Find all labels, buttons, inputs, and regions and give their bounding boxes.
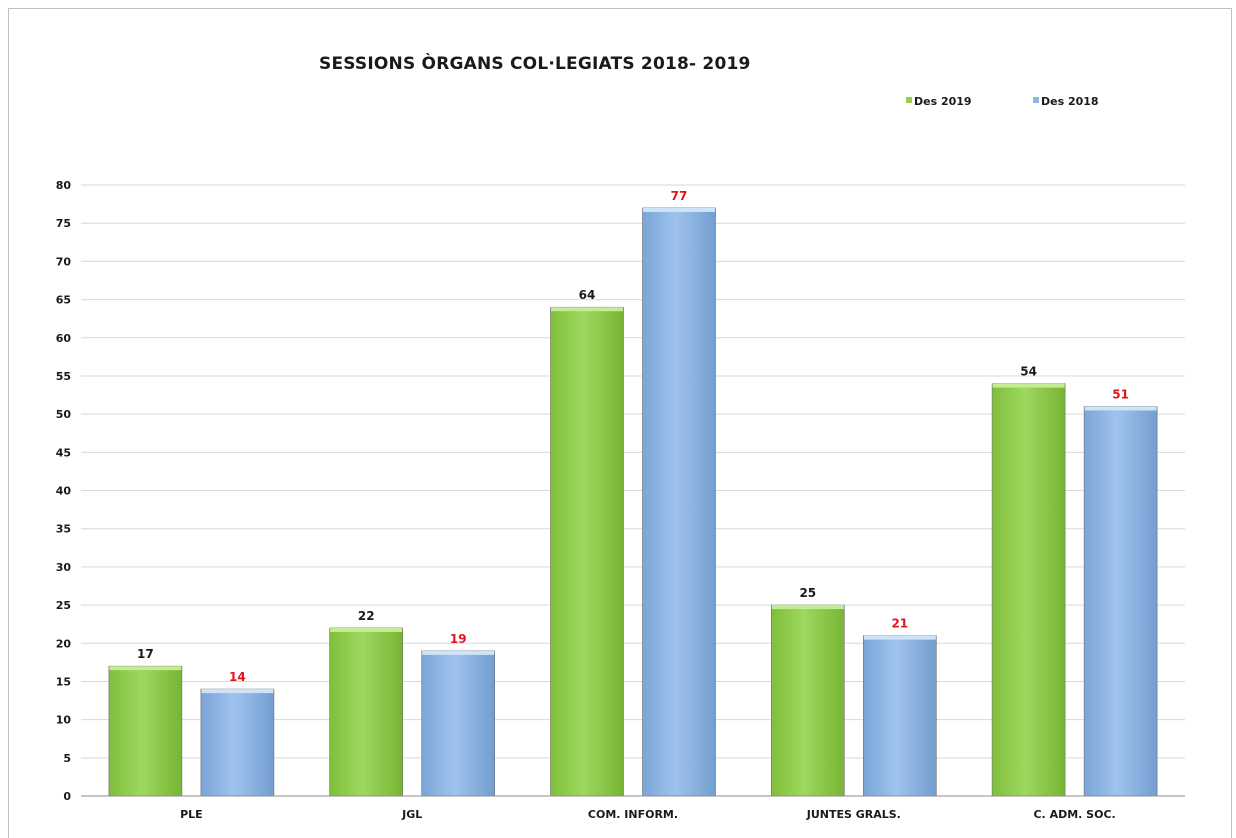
chart-frame: 0 5 10 15 20 25 30 35 40 45 50 55 60 65 70 75 80 17 14 22 1… — [8, 8, 1232, 838]
legend: Des 2019 Des 2018 — [906, 95, 1099, 108]
data-label-juntes-grals-des-2018: 21 — [891, 617, 908, 631]
y-tick-label-50: 50 — [56, 408, 72, 421]
bar-jgl-des-2018-top — [422, 650, 495, 655]
data-label-com-inform-des-2018: 77 — [671, 189, 688, 203]
legend-swatch-des-2019 — [906, 97, 912, 103]
legend-item-des-2018: Des 2018 — [1033, 95, 1099, 108]
y-tick-label-75: 75 — [56, 217, 71, 230]
chart-title: SESSIONS ÒRGANS COL·LEGIATS 2018- 2019 — [319, 52, 751, 74]
data-label-jgl-des-2019: 22 — [358, 609, 375, 623]
y-tick-label-65: 65 — [56, 294, 71, 307]
bar-ple-des-2019-top — [109, 666, 182, 671]
legend-label-des-2019: Des 2019 — [914, 95, 972, 108]
bar-ple-des-2018 — [200, 688, 275, 797]
legend-label-des-2018: Des 2018 — [1041, 95, 1099, 108]
legend-swatch-des-2018 — [1033, 97, 1039, 103]
bar-com-inform-des-2018 — [642, 207, 716, 797]
y-tick-label-15: 15 — [56, 675, 71, 688]
bar-com-inform-des-2019-top — [551, 307, 623, 312]
y-tick-label-10: 10 — [56, 714, 72, 727]
x-tick-label-c-adm-soc: C. ADM. SOC. — [1033, 808, 1115, 821]
bar-juntes-grals-des-2019 — [770, 604, 845, 797]
bar-juntes-grals-des-2018 — [862, 635, 937, 797]
gridlines — [81, 184, 1185, 759]
x-tick-label-jgl: JGL — [401, 808, 422, 821]
bar-jgl-des-2019 — [329, 627, 404, 797]
y-tick-label-80: 80 — [56, 179, 72, 192]
y-tick-label-5: 5 — [63, 752, 71, 765]
y-axis: 0 5 10 15 20 25 30 35 40 45 50 55 60 65 70 75 80 — [56, 179, 72, 803]
bars — [108, 207, 1158, 797]
y-tick-label-45: 45 — [56, 446, 71, 459]
bar-com-inform-des-2019 — [550, 306, 624, 797]
data-label-com-inform-des-2019: 64 — [579, 288, 596, 302]
bar-c-adm-soc-des-2019-top — [992, 383, 1065, 388]
bar-c-adm-soc-des-2018-top — [1084, 406, 1157, 411]
bar-ple-des-2018-top — [201, 689, 274, 694]
x-tick-label-juntes-grals: JUNTES GRALS. — [806, 808, 901, 821]
y-tick-label-30: 30 — [56, 561, 72, 574]
y-tick-label-20: 20 — [56, 637, 72, 650]
data-label-ple-des-2018: 14 — [229, 670, 246, 684]
y-tick-label-0: 0 — [63, 790, 71, 803]
bar-c-adm-soc-des-2019 — [991, 383, 1066, 797]
y-tick-label-55: 55 — [56, 370, 71, 383]
y-tick-label-60: 60 — [56, 332, 72, 345]
x-axis: PLE JGL COM. INFORM. JUNTES GRALS. C. ADM. S… — [81, 795, 1185, 821]
y-tick-label-25: 25 — [56, 599, 71, 612]
bar-jgl-des-2019-top — [330, 627, 403, 632]
y-tick-label-40: 40 — [56, 485, 72, 498]
data-label-juntes-grals-des-2019: 25 — [799, 586, 816, 600]
data-label-c-adm-soc-des-2018: 51 — [1112, 387, 1129, 401]
bar-com-inform-des-2018-top — [643, 207, 715, 212]
data-labels: 17 14 22 19 64 77 25 21 54 51 — [137, 189, 1129, 684]
legend-item-des-2019: Des 2019 — [906, 95, 972, 108]
bar-juntes-grals-des-2018-top — [863, 635, 936, 640]
bar-jgl-des-2018 — [421, 650, 496, 797]
data-label-ple-des-2019: 17 — [137, 647, 154, 661]
bar-ple-des-2019 — [108, 665, 183, 797]
y-tick-label-70: 70 — [56, 255, 72, 268]
data-label-c-adm-soc-des-2019: 54 — [1020, 365, 1037, 379]
y-tick-label-35: 35 — [56, 523, 71, 536]
bar-c-adm-soc-des-2018 — [1083, 406, 1158, 797]
x-tick-label-ple: PLE — [180, 808, 203, 821]
data-label-jgl-des-2018: 19 — [450, 632, 467, 646]
x-tick-label-com-inform: COM. INFORM. — [588, 808, 678, 821]
bar-juntes-grals-des-2019-top — [771, 605, 844, 610]
